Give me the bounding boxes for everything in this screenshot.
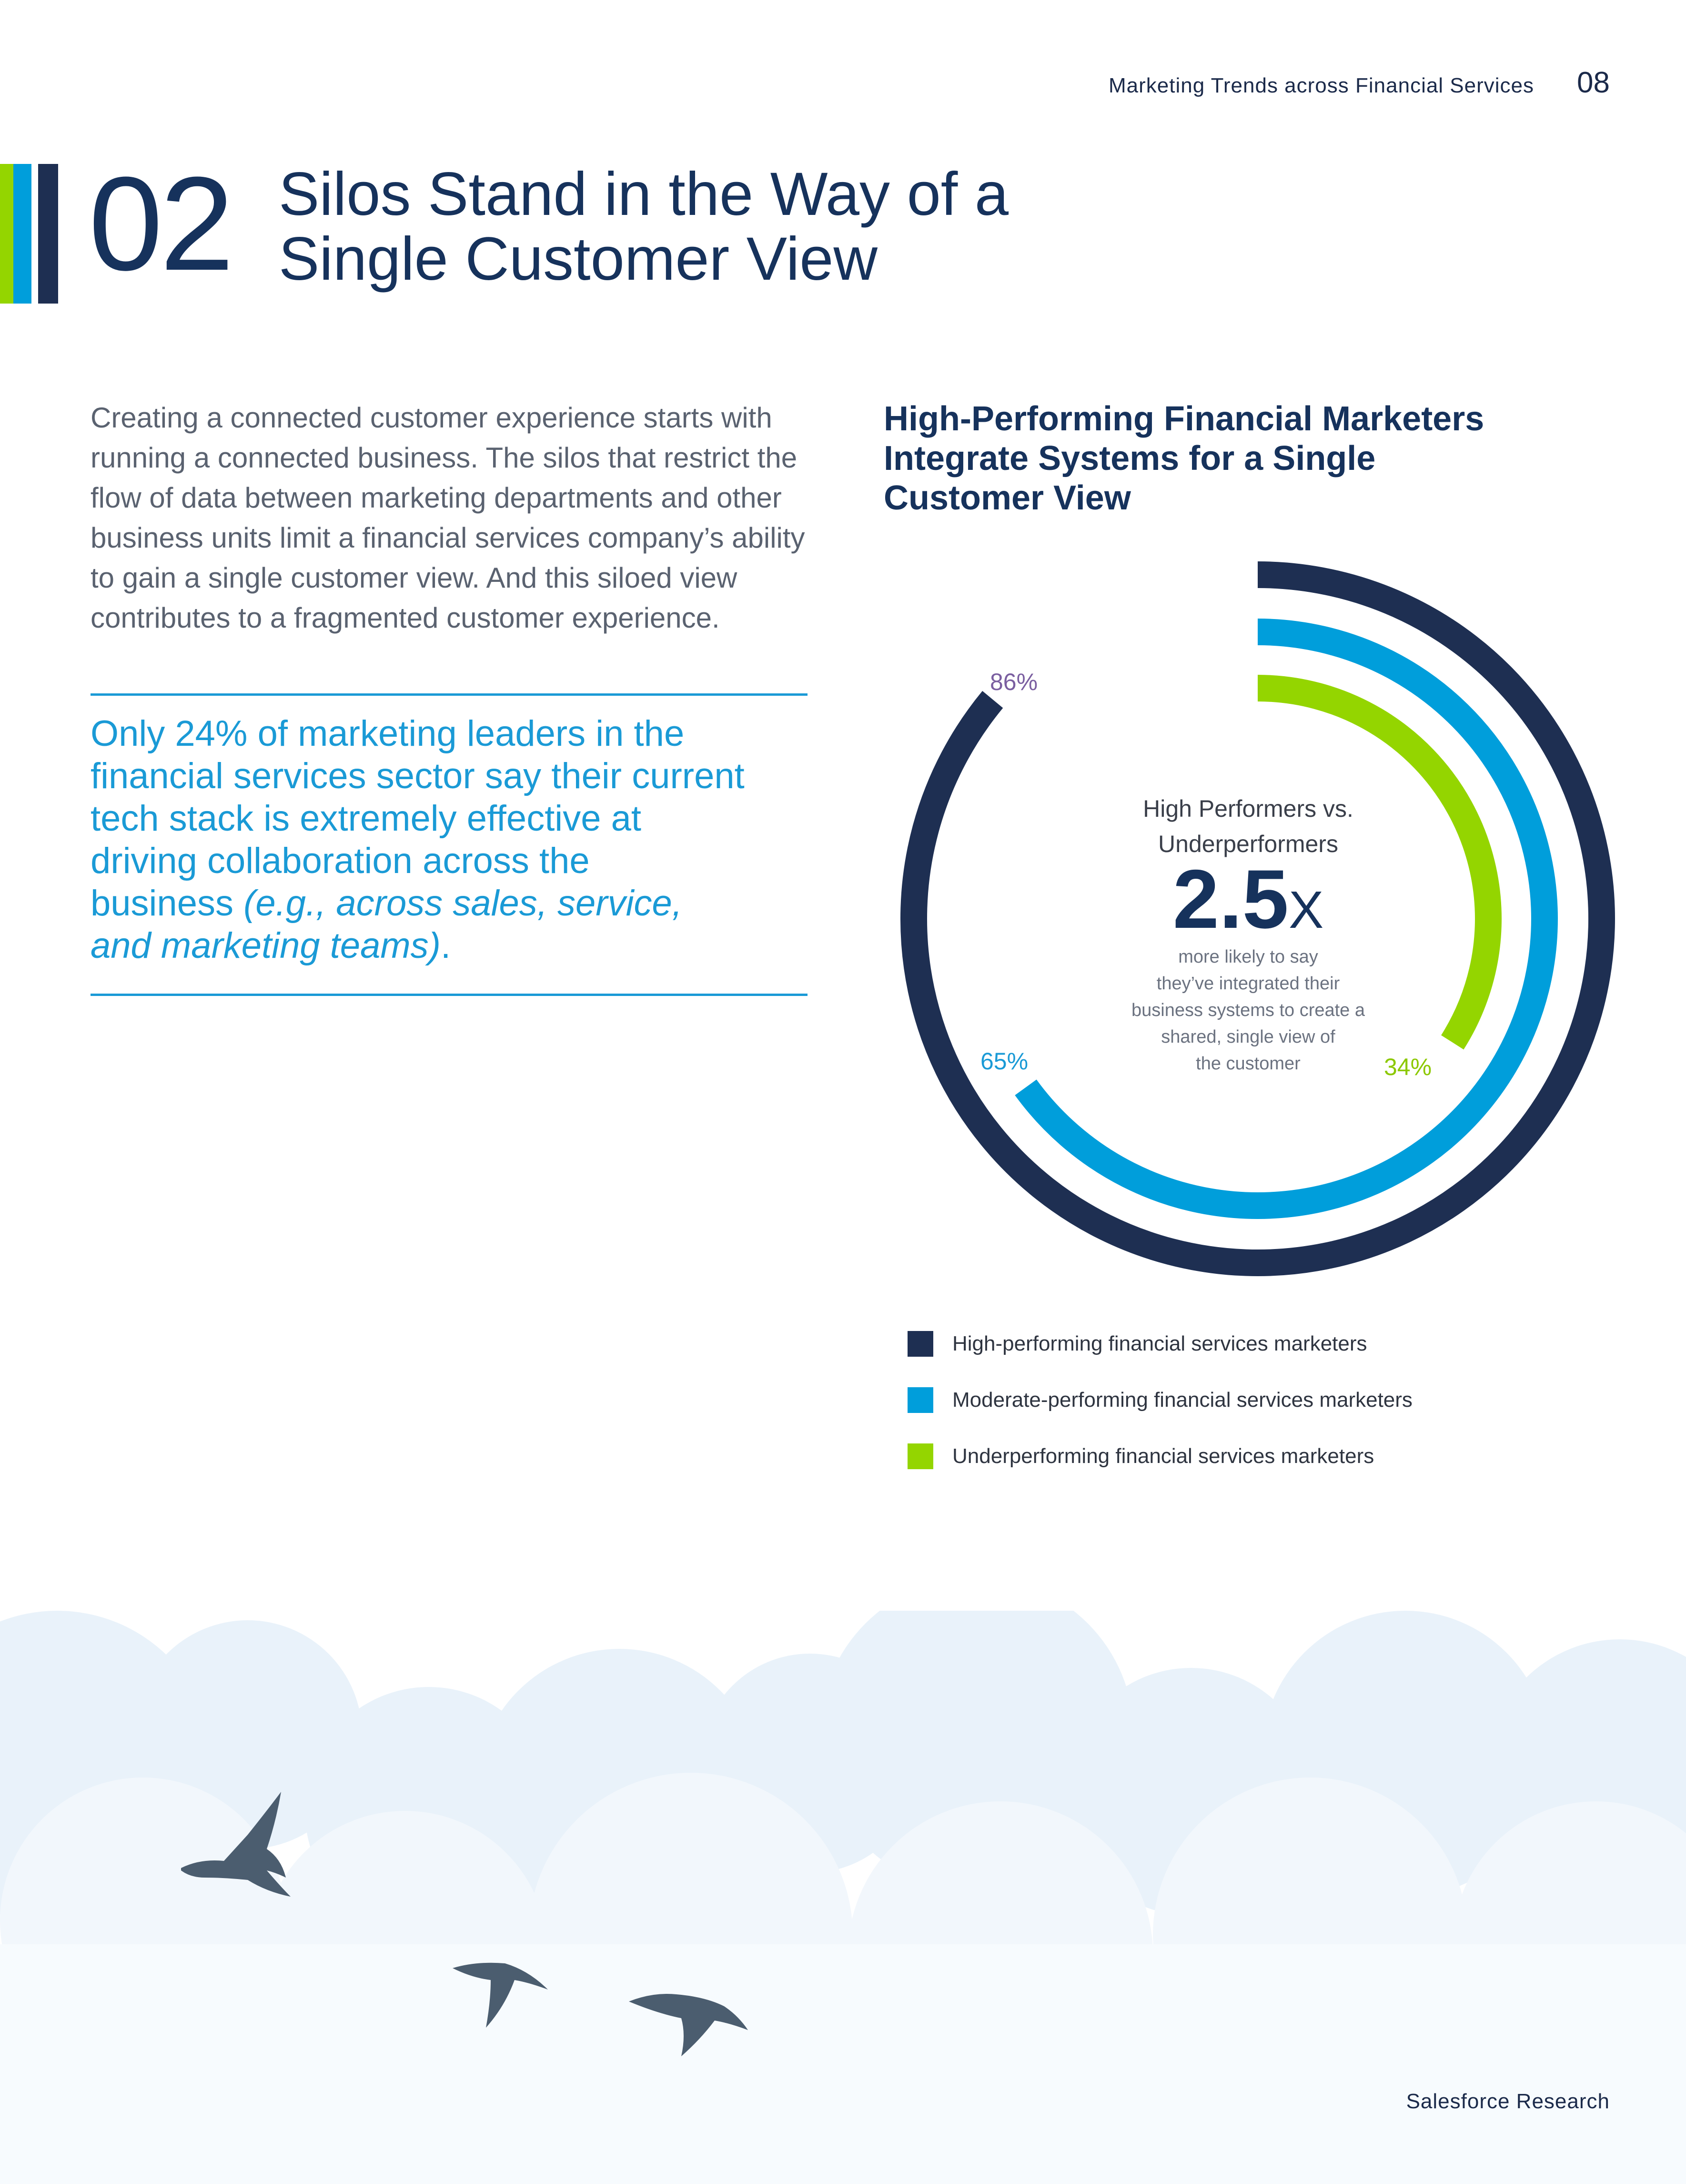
center-big-number: 2.5 xyxy=(1172,853,1289,946)
center-title-line: Underperformers xyxy=(1158,831,1338,857)
chart-title-line: Customer View xyxy=(884,479,1131,517)
document-title: Marketing Trends across Financial Servic… xyxy=(1109,74,1535,97)
callout-top-rule xyxy=(91,693,808,696)
bird-icon xyxy=(181,1792,291,1897)
accent-bar-white xyxy=(31,164,38,304)
intro-line: running a connected business. The silos … xyxy=(91,442,798,474)
chart-title: High-Performing Financial Marketers Inte… xyxy=(884,399,1598,518)
center-multiplier: X xyxy=(1288,881,1324,939)
legend-item: High-performing financial services marke… xyxy=(908,1331,1413,1357)
radial-bar-chart xyxy=(900,561,1615,1276)
section-title-line: Silos Stand in the Way of a xyxy=(279,160,1009,228)
callout-tail: . xyxy=(441,925,451,966)
accent-bar-green xyxy=(0,164,13,304)
chart-center-value: 2.5X xyxy=(1081,858,1415,941)
chart-title-line: High-Performing Financial Marketers xyxy=(884,400,1484,438)
page-header: Marketing Trends across Financial Servic… xyxy=(1109,66,1610,99)
callout-plain: business xyxy=(91,883,244,924)
accent-bars xyxy=(0,164,58,304)
center-title-line: High Performers vs. xyxy=(1143,795,1353,822)
intro-line: to gain a single customer view. And this… xyxy=(91,562,737,594)
callout-stat: Only 24% of marketing leaders in the fin… xyxy=(91,712,834,967)
radial-bar-moderate xyxy=(1015,619,1558,1219)
callout-line: tech stack is extremely effective at xyxy=(91,798,641,839)
callout-italic: and marketing teams) xyxy=(91,925,441,966)
chart-legend: High-performing financial services marke… xyxy=(908,1331,1413,1499)
data-label-moderate: 65% xyxy=(980,1048,1029,1075)
center-desc-line: shared, single view of xyxy=(1161,1027,1335,1047)
section-title: Silos Stand in the Way of a Single Custo… xyxy=(279,162,1136,292)
accent-bar-navy xyxy=(38,164,58,304)
intro-line: business units limit a financial service… xyxy=(91,522,805,554)
chart-title-line: Integrate Systems for a Single xyxy=(884,439,1376,477)
center-desc-line: business systems to create a xyxy=(1131,1000,1365,1020)
intro-line: Creating a connected customer experience… xyxy=(91,402,772,434)
data-label-under: 34% xyxy=(1384,1054,1432,1080)
accent-bar-blue xyxy=(13,164,31,304)
bird-icons xyxy=(181,1792,748,2056)
callout-line: financial services sector say their curr… xyxy=(91,756,745,796)
legend-label: Underperforming financial services marke… xyxy=(952,1444,1374,1468)
callout-line: driving collaboration across the xyxy=(91,841,590,881)
chart-center-title: High Performers vs. Underperformers xyxy=(1081,791,1415,862)
cloud-background xyxy=(0,1611,1686,2184)
callout-line: Only 24% of marketing leaders in the xyxy=(91,713,685,754)
legend-swatch xyxy=(908,1331,933,1357)
legend-item: Moderate-performing financial services m… xyxy=(908,1387,1413,1413)
legend-item: Underperforming financial services marke… xyxy=(908,1443,1413,1470)
section-title-line: Single Customer View xyxy=(279,225,878,293)
callout-line: and marketing teams). xyxy=(91,924,834,967)
intro-line: contributes to a fragmented customer exp… xyxy=(91,602,720,634)
radial-bar-under xyxy=(1257,675,1502,1050)
chart-center-description: more likely to say they’ve integrated th… xyxy=(1115,944,1382,1077)
callout-italic: (e.g., across sales, service, xyxy=(243,883,682,924)
intro-paragraph: Creating a connected customer experience… xyxy=(91,398,815,638)
intro-line: flow of data between marketing departmen… xyxy=(91,482,782,514)
data-label-high: 86% xyxy=(990,669,1038,695)
bird-icon xyxy=(453,1962,548,2028)
bird-icon xyxy=(629,1994,748,2056)
callout-line: business (e.g., across sales, service, xyxy=(91,882,834,924)
center-desc-line: more likely to say xyxy=(1178,947,1318,967)
legend-label: Moderate-performing financial services m… xyxy=(952,1388,1413,1412)
callout-bottom-rule xyxy=(91,994,808,996)
legend-label: High-performing financial services marke… xyxy=(952,1332,1367,1355)
footer-brand: Salesforce Research xyxy=(1406,2090,1610,2113)
center-desc-line: they’ve integrated their xyxy=(1156,974,1340,994)
center-desc-line: the customer xyxy=(1196,1054,1301,1074)
legend-swatch xyxy=(908,1387,933,1413)
section-number: 02 xyxy=(89,150,234,298)
legend-swatch xyxy=(908,1443,933,1469)
radial-bar-high xyxy=(900,561,1615,1276)
page-number: 08 xyxy=(1577,66,1610,99)
